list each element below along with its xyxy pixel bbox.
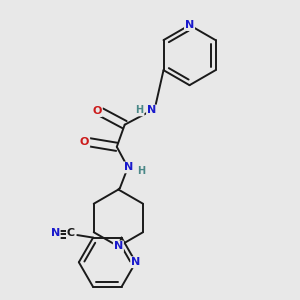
Text: H: H: [136, 106, 144, 116]
Text: N: N: [50, 229, 60, 238]
Text: N: N: [114, 242, 123, 251]
Text: N: N: [131, 257, 140, 267]
Text: N: N: [147, 106, 156, 116]
Text: O: O: [92, 106, 102, 116]
Text: N: N: [185, 20, 194, 30]
Text: O: O: [80, 137, 89, 147]
Text: H: H: [137, 166, 145, 176]
Text: C: C: [67, 229, 75, 238]
Text: N: N: [124, 162, 133, 172]
